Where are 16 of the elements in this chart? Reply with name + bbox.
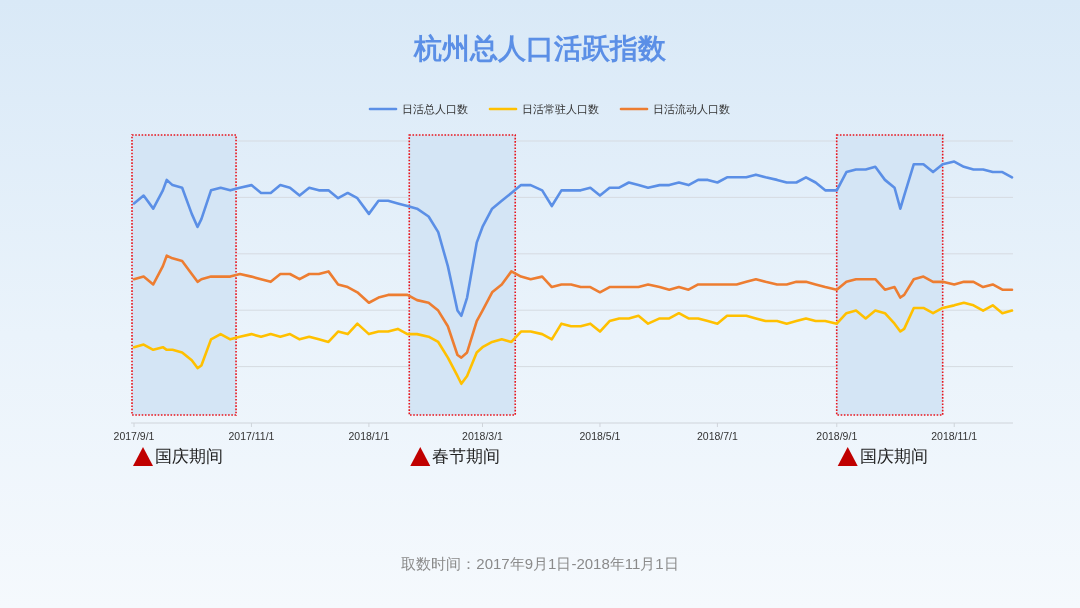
legend-label: 日活常驻人口数	[522, 103, 599, 115]
text: 取数时间：2017年9月1日-2018年11月1日	[401, 554, 679, 572]
band-label: 国庆期间	[155, 446, 223, 466]
x-tick-label: 2018/3/1	[462, 430, 504, 442]
x-tick-label: 2017/11/1	[228, 430, 275, 442]
x-tick-label: 2018/5/1	[579, 430, 621, 442]
chart-title: 杭州总人口活跃指数	[413, 32, 667, 64]
x-tick-label: 2018/9/1	[816, 430, 858, 442]
x-tick-label: 2018/11/1	[931, 430, 978, 442]
band-label: 春节期间	[432, 446, 501, 466]
band-label: 国庆期间	[859, 446, 928, 466]
x-tick-label: 2018/1/1	[348, 430, 390, 442]
legend-label: 日活总人口数	[402, 103, 468, 115]
legend-label: 日活流动人口数	[653, 103, 730, 115]
x-tick-label: 2018/7/1	[696, 430, 738, 442]
x-tick-label: 2017/9/1	[113, 430, 155, 442]
